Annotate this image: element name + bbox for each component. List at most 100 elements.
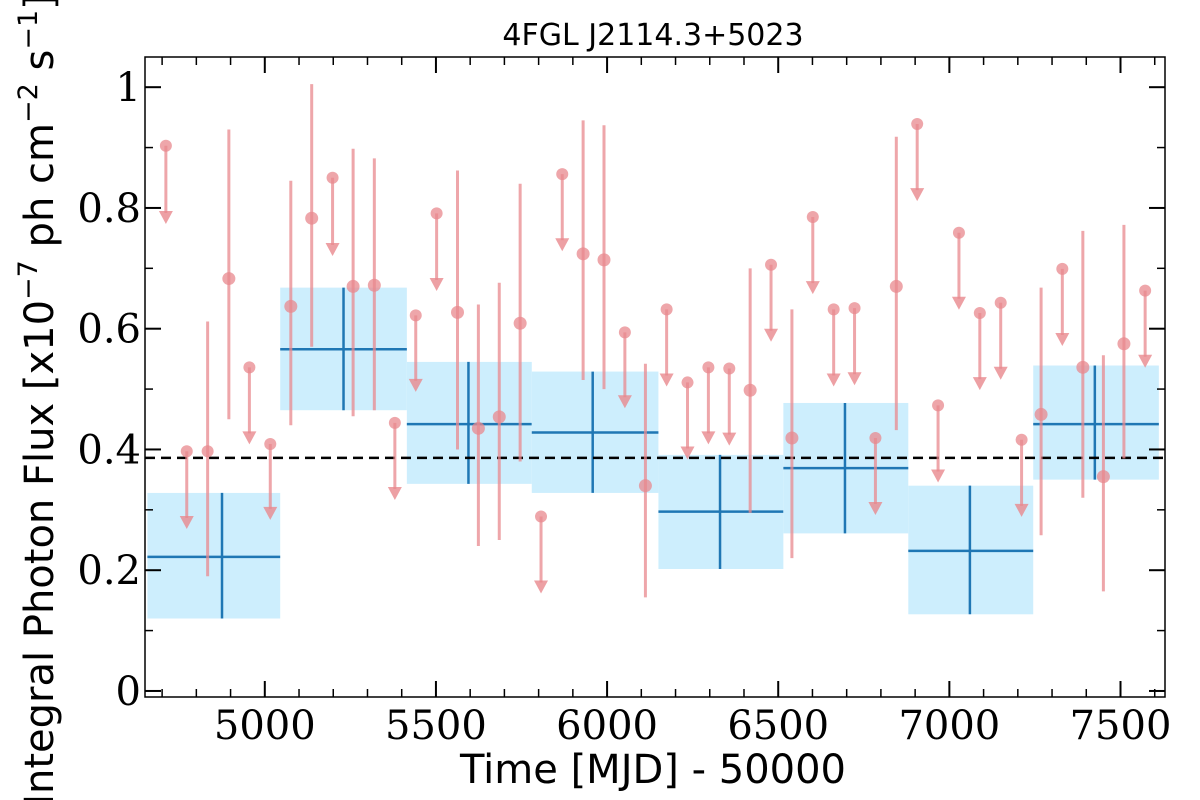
upper-limit-arrow-head [179, 515, 194, 529]
upper-limit-arrow-head [1138, 354, 1153, 368]
upper-limit-point [660, 303, 673, 316]
upper-limit-arrow-head [993, 366, 1008, 380]
upper-limit-arrow-head [617, 395, 632, 409]
upper-limit-point [430, 207, 443, 220]
detection-point [305, 211, 319, 225]
upper-limit-point [1056, 262, 1069, 275]
upper-limit-arrow-head [764, 328, 779, 342]
upper-limit-point [973, 307, 986, 319]
upper-limit-arrow-head [680, 446, 695, 460]
upper-limit-arrow-head [429, 278, 444, 292]
upper-limit-arrow-head [408, 378, 423, 392]
detection-point [638, 479, 652, 493]
upper-limit-arrow-head [387, 486, 402, 500]
upper-limit-arrow-head [951, 296, 966, 310]
x-tick-label: 5000 [214, 703, 316, 749]
y-axis-label-part: s [17, 50, 63, 84]
y-axis-label-sup: −2 [13, 83, 44, 123]
upper-limit-point [535, 510, 548, 523]
upper-limit-point [618, 326, 631, 339]
detection-point [367, 278, 381, 292]
y-axis-label-part: Integral Photon Flux [x10 [17, 300, 63, 800]
upper-limit-arrow-head [158, 211, 173, 225]
y-axis-label-sup: −1 [13, 10, 44, 50]
y-axis-label-part: ph cm [17, 123, 63, 260]
upper-limit-point [827, 303, 840, 316]
upper-limit-arrow-head [910, 188, 925, 202]
upper-limit-arrow-head [659, 373, 674, 387]
x-tick-label: 6000 [556, 703, 658, 749]
axis-ticks: 5000 5500 6000 6500 7000 7500 0 0.2 0.4 0.6 0.8 1 [77, 57, 1171, 749]
upper-limit-point [765, 258, 778, 271]
detection-point [1096, 470, 1110, 484]
detection-point [785, 431, 799, 445]
upper-limit-point [326, 171, 339, 184]
detection-point [513, 316, 527, 330]
detection-point [222, 272, 236, 286]
plot-frame [144, 56, 1166, 698]
upper-limit-point [911, 118, 924, 131]
upper-limit-point [201, 445, 214, 458]
data-points-group [159, 118, 1152, 523]
y-axis-label-sup: −7 [13, 260, 44, 300]
upper-limit-arrow-head [722, 432, 737, 446]
upper-limit-arrow-head [263, 506, 278, 520]
upper-limit-point [702, 361, 715, 374]
upper-limit-point [243, 361, 256, 374]
upper-limit-arrow-head [805, 281, 820, 295]
upper-limit-arrow-head [1014, 503, 1029, 517]
x-tick-label: 5500 [385, 703, 487, 749]
detection-point [1034, 407, 1048, 421]
detection-point [1117, 337, 1131, 351]
y-tick-label: 0.6 [77, 307, 141, 353]
detection-point [471, 421, 485, 435]
upper-limit-arrow-head [868, 502, 883, 516]
chart-title: 4FGL J2114.3+5023 [502, 18, 803, 53]
upper-limit-arrow-head [931, 469, 946, 483]
detection-point [597, 253, 611, 267]
detection-point [492, 410, 506, 424]
upper-limit-point [806, 211, 819, 223]
upper-limit-arrow-head [1055, 333, 1070, 346]
y-tick-label: 0 [116, 669, 141, 715]
upper-limit-arrow-head [826, 373, 841, 387]
plot-border [144, 56, 1166, 698]
upper-limit-arrow-head [972, 377, 987, 391]
upper-limit-point [159, 139, 172, 152]
upper-limit-point [1139, 284, 1152, 297]
y-axis-label-part: ] [17, 0, 63, 10]
detection-point [576, 247, 590, 261]
upper-limit-point [409, 309, 422, 322]
y-tick-label: 0.4 [77, 427, 141, 473]
upper-limit-point [556, 168, 569, 181]
upper-limit-arrow-head [534, 580, 549, 594]
detection-point [1076, 360, 1090, 374]
y-tick-label: 0.8 [77, 186, 141, 232]
error-bars-group [158, 84, 1153, 598]
binned-flux-group [147, 287, 1159, 619]
x-tick-label: 7500 [1070, 703, 1172, 749]
upper-limit-point [848, 302, 861, 315]
upper-limit-point [388, 416, 401, 429]
y-tick-label: 1 [116, 65, 141, 111]
detection-point [451, 305, 465, 319]
upper-limit-point [1015, 433, 1028, 446]
upper-limit-point [952, 226, 965, 239]
upper-limit-point [681, 376, 694, 389]
upper-limit-arrow-head [701, 431, 716, 445]
detection-point [889, 279, 903, 293]
x-tick-label: 6500 [727, 703, 829, 749]
upper-limit-arrow-head [847, 372, 862, 386]
upper-limit-point [932, 399, 945, 412]
detection-point [346, 279, 360, 293]
upper-limit-point [264, 438, 277, 451]
upper-limit-point [723, 362, 736, 375]
upper-limit-arrow-head [555, 238, 570, 252]
y-tick-label: 0.2 [77, 548, 141, 594]
upper-limit-arrow-head [325, 243, 340, 257]
x-tick-label: 7000 [898, 703, 1000, 749]
upper-limit-arrow-head [242, 431, 257, 445]
upper-limit-point [869, 431, 882, 444]
upper-limit-point [994, 296, 1007, 309]
